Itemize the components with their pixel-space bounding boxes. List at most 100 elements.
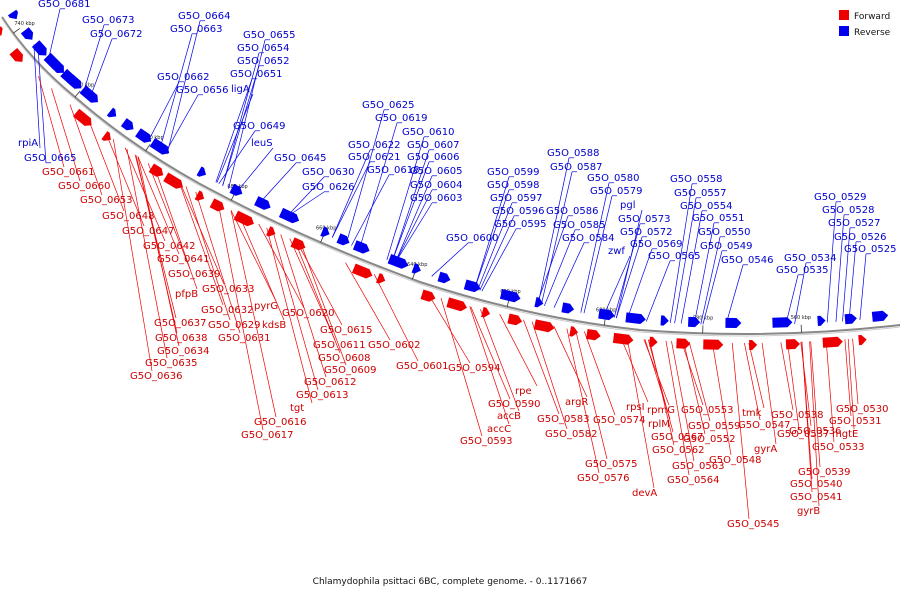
leader-line xyxy=(391,149,430,262)
leader-line xyxy=(164,94,199,154)
forward-gene xyxy=(376,273,386,284)
forward-gene-label: G5O_0538 xyxy=(771,410,823,421)
forward-gene xyxy=(749,340,758,350)
gene-labels: G5O_0681 G5O_0673 G5O_0672 G5O_0664 G5O_0663… xyxy=(18,0,896,530)
forward-gene-label: G5O_0633 xyxy=(202,284,254,295)
leader-line xyxy=(394,189,433,264)
reverse-gene-label: G5O_0600 xyxy=(446,233,498,244)
legend-swatch-forward xyxy=(839,10,849,20)
reverse-gene xyxy=(149,138,170,155)
forward-gene xyxy=(351,263,373,279)
leader-line xyxy=(844,339,852,417)
forward-gene-label: G5O_0533 xyxy=(812,442,864,453)
forward-gene-label: G5O_0539 xyxy=(798,467,850,478)
leader-line xyxy=(566,328,600,474)
leader-line xyxy=(848,241,857,321)
leader-line xyxy=(649,339,675,446)
forward-gene-label: G5O_0548 xyxy=(709,455,761,466)
leader-line xyxy=(216,93,254,183)
reverse-gene xyxy=(66,73,82,89)
reverse-gene xyxy=(499,289,521,303)
reverse-gene-label: G5O_0664 xyxy=(178,11,230,22)
forward-gene-label: G5O_0594 xyxy=(448,363,500,374)
leader-line xyxy=(480,309,520,412)
reverse-gene-label: G5O_0584 xyxy=(562,233,614,244)
reverse-gene-label: G5O_0662 xyxy=(157,72,209,83)
forward-gene-label: G5O_0648 xyxy=(102,211,154,222)
leader-line xyxy=(575,329,608,460)
legend: Forward Reverse xyxy=(839,10,891,38)
tick-label: 720 kbp xyxy=(74,82,94,88)
tick-label: 560 kbp xyxy=(791,315,811,321)
reverse-gene xyxy=(135,128,152,143)
leader-line xyxy=(89,38,113,99)
reverse-gene-label: G5O_0672 xyxy=(90,29,142,40)
leader-line xyxy=(394,175,433,264)
reverse-gene-label: G5O_0551 xyxy=(692,213,744,224)
leader-line xyxy=(680,210,703,324)
reverse-gene xyxy=(660,315,669,326)
reverse-gene-label: G5O_0528 xyxy=(822,205,874,216)
leader-line xyxy=(386,136,425,260)
tick-mark xyxy=(145,144,151,152)
reverse-gene-label: zwf xyxy=(608,246,625,257)
leader-line xyxy=(359,122,398,250)
leader-line xyxy=(218,130,256,185)
map-title: Chlamydophila psittaci 6BC, complete gen… xyxy=(312,577,588,587)
forward-gene-label: G5O_0537 xyxy=(777,429,829,440)
leader-line xyxy=(731,342,750,520)
leader-line xyxy=(286,191,325,218)
leader-line xyxy=(469,306,510,425)
leader-line xyxy=(780,342,794,411)
genome-backbone xyxy=(1,16,900,335)
leader-line xyxy=(688,341,711,422)
leader-line xyxy=(674,197,697,324)
reverse-gene-label: G5O_0605 xyxy=(410,166,462,177)
reverse-gene-label: G5O_0619 xyxy=(375,113,427,124)
forward-gene-label: G5O_0616 xyxy=(254,417,306,428)
leader-line xyxy=(499,314,538,387)
forward-gene-label: G5O_0653 xyxy=(80,195,132,206)
forward-gene-label: G5O_0601 xyxy=(396,361,448,372)
reverse-gene-label: G5O_0573 xyxy=(618,214,670,225)
reverse-gene xyxy=(871,310,889,322)
reverse-gene-label: G5O_0526 xyxy=(834,232,886,243)
forward-gene-label: G5O_0531 xyxy=(829,416,881,427)
forward-gene-label: pfpB xyxy=(175,289,198,300)
reverse-gene-label: G5O_0645 xyxy=(274,153,326,164)
reverse-gene xyxy=(387,254,409,269)
leader-line xyxy=(523,319,560,415)
forward-gene xyxy=(612,332,634,345)
forward-gene-label: mgtE xyxy=(832,429,858,440)
forward-gene-label: G5O_0661 xyxy=(42,167,94,178)
leader-line xyxy=(228,39,266,189)
leader-line xyxy=(431,242,469,277)
reverse-gene xyxy=(844,313,857,325)
reverse-gene-label: G5O_0625 xyxy=(362,100,414,111)
reverse-gene xyxy=(54,63,64,73)
leader-line xyxy=(683,341,706,435)
tick-label: 580 kbp xyxy=(693,315,713,321)
leader-line xyxy=(761,342,777,445)
forward-gene-label: gyrB xyxy=(797,506,820,517)
leader-line xyxy=(643,339,670,406)
forward-gene-label: G5O_0541 xyxy=(790,492,842,503)
forward-gene xyxy=(194,190,205,201)
leader-line xyxy=(300,243,347,366)
reverse-gene-label: G5O_0626 xyxy=(302,182,354,193)
forward-gene-label: G5O_0602 xyxy=(368,340,420,351)
reverse-gene-label: G5O_0557 xyxy=(674,188,726,199)
leader-line xyxy=(787,342,800,430)
forward-gene-label: G5O_0563 xyxy=(672,461,724,472)
leader-line xyxy=(693,222,715,325)
reverse-gene-label: pgl xyxy=(620,200,635,211)
reverse-gene-label: G5O_0535 xyxy=(776,265,828,276)
leader-line xyxy=(266,227,313,404)
reverse-gene xyxy=(196,166,206,177)
forward-gene-label: G5O_0637 xyxy=(154,318,206,329)
leader-line xyxy=(474,176,510,290)
leader-line xyxy=(842,227,851,322)
leader-line xyxy=(470,306,511,400)
leader-line xyxy=(700,236,721,325)
reverse-gene-label: G5O_0673 xyxy=(82,15,134,26)
